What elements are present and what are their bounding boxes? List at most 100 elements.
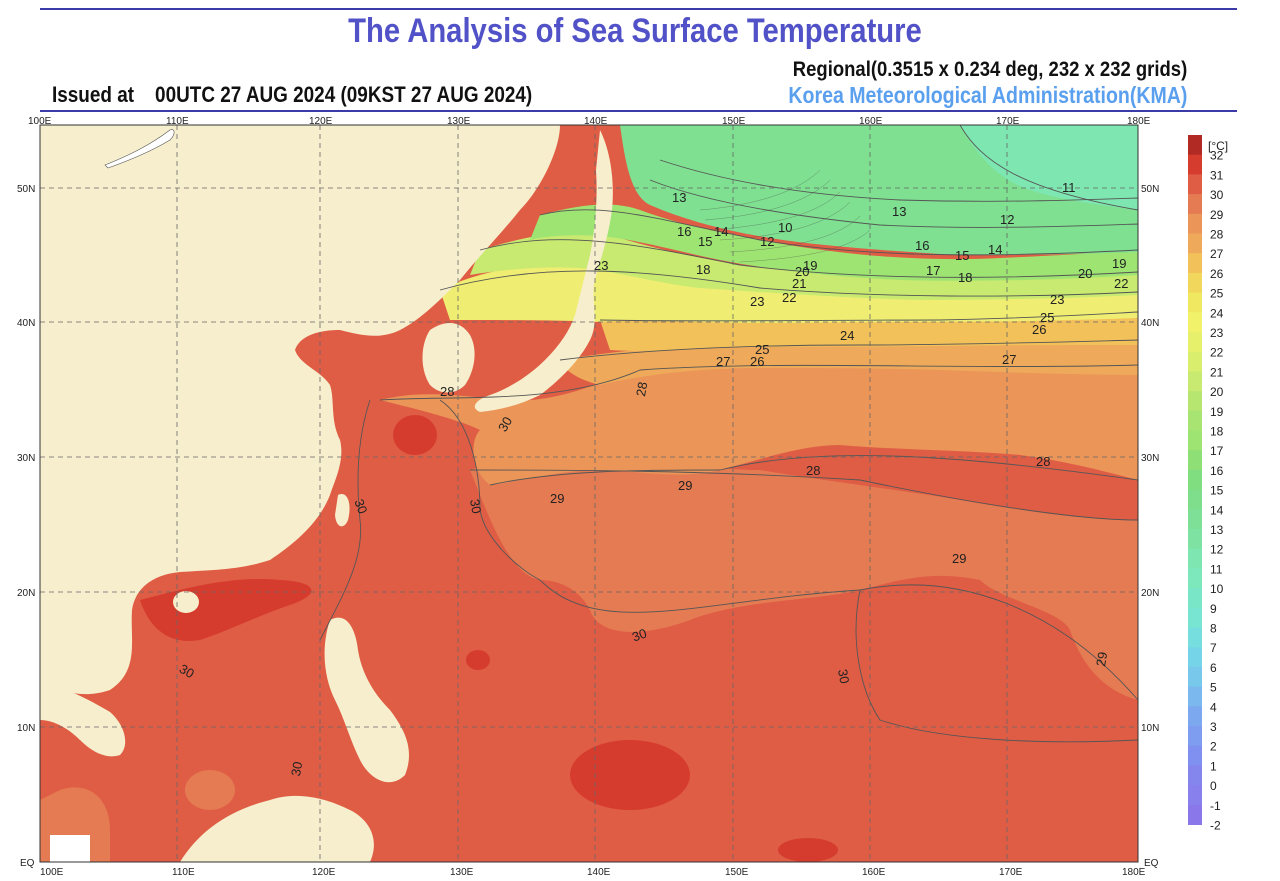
contour-label: 14 xyxy=(714,224,728,239)
legend-tick-label: 21 xyxy=(1210,365,1224,379)
lon-label: 140E xyxy=(584,116,608,127)
contour-label-group: 13 13 12 11 16 15 14 12 10 16 15 14 23 1… xyxy=(177,180,1129,777)
contour-label: 30 xyxy=(835,668,852,685)
legend-swatch xyxy=(1188,765,1202,786)
chart-title: The Analysis of Sea Surface Temperature xyxy=(348,12,922,50)
legend-swatch xyxy=(1188,469,1202,491)
header-top-rule xyxy=(40,8,1237,10)
legend-tick-label: 4 xyxy=(1210,700,1217,714)
grid-resolution-text: Regional(0.3515 x 0.234 deg, 232 x 232 g… xyxy=(792,58,1187,81)
contour-label: 22 xyxy=(1114,276,1128,291)
lat-label: 50N xyxy=(17,184,35,195)
legend-tick-label: 10 xyxy=(1210,582,1224,596)
lon-label: 150E xyxy=(725,867,749,878)
lon-label: 120E xyxy=(309,116,333,127)
lat-label: 30N xyxy=(1141,453,1159,464)
land-hainan xyxy=(173,591,199,613)
contour-label: 28 xyxy=(440,384,454,399)
legend-tick-label: 1 xyxy=(1210,759,1217,773)
contour-label: 28 xyxy=(1036,454,1050,469)
legend-tick-label: 0 xyxy=(1210,779,1217,793)
legend-swatch xyxy=(1188,548,1202,569)
contour-label: 18 xyxy=(696,262,710,277)
sea-20-region xyxy=(470,231,1138,300)
legend-swatch xyxy=(1188,647,1202,668)
legend-tick-label: 17 xyxy=(1210,444,1224,458)
contour-label: 26 xyxy=(1032,322,1046,337)
land-taiwan xyxy=(335,494,350,527)
contour-label: 22 xyxy=(782,290,796,305)
legend-unit: [°C] xyxy=(1208,139,1228,153)
lon-label: 130E xyxy=(447,116,471,127)
legend-tick-label: 18 xyxy=(1210,425,1224,439)
lon-label: 110E xyxy=(166,116,189,127)
legend-tick-label: -1 xyxy=(1210,799,1221,813)
legend-tick-label: 12 xyxy=(1210,543,1224,557)
legend-swatch xyxy=(1188,430,1202,451)
contour-label: 24 xyxy=(840,328,854,343)
legend-swatch xyxy=(1188,194,1202,215)
sea-27-region xyxy=(560,340,1138,385)
contour-label: 30 xyxy=(467,498,484,515)
contour-label: 29 xyxy=(1093,651,1110,668)
lat-axis-left: 50N 40N 30N 20N 10N EQ xyxy=(17,184,35,869)
legend-swatch xyxy=(1188,371,1202,392)
legend-tick-label: 11 xyxy=(1210,562,1223,576)
contour-label: 11 xyxy=(1062,180,1076,195)
legend-tick-label: 23 xyxy=(1210,326,1224,340)
lon-label: 100E xyxy=(40,867,64,878)
legend-tick-label: 32 xyxy=(1210,149,1224,163)
lat-label: 30N xyxy=(17,453,35,464)
contour-label: 26 xyxy=(750,354,764,369)
contour-label: 12 xyxy=(1000,212,1014,227)
lat-lon-grid xyxy=(40,125,1138,862)
legend-tick-label: 6 xyxy=(1210,661,1217,675)
legend-swatch xyxy=(1188,745,1202,766)
legend-swatch xyxy=(1188,272,1202,294)
legend-tick-label: 7 xyxy=(1210,641,1217,655)
contour-label: 23 xyxy=(594,258,608,273)
contour-label: 16 xyxy=(677,224,691,239)
contour-label: 23 xyxy=(1050,292,1064,307)
legend-tick-label: 22 xyxy=(1210,346,1224,360)
lake-baikal xyxy=(104,129,175,169)
contour-label: 15 xyxy=(698,234,712,249)
land-korea xyxy=(422,323,475,393)
lon-label: 180E xyxy=(1127,116,1151,127)
land-asia-mainland xyxy=(40,125,560,695)
contour-lines-dense xyxy=(699,169,871,263)
legend-swatch xyxy=(1188,174,1202,195)
contour-label: 23 xyxy=(750,294,764,309)
legend-tick-label: 20 xyxy=(1210,385,1224,399)
lon-label: 160E xyxy=(859,116,883,127)
lat-label: 50N xyxy=(1141,184,1159,195)
contour-label: 16 xyxy=(915,238,929,253)
contour-label: 30 xyxy=(288,760,305,777)
sea-11-region xyxy=(960,125,1138,210)
legend-swatch xyxy=(1188,509,1202,530)
lon-label: 130E xyxy=(450,867,474,878)
contour-label: 30 xyxy=(495,414,515,434)
legend-swatch xyxy=(1188,489,1202,510)
legend-tick-label: 30 xyxy=(1210,188,1224,202)
legend-swatch xyxy=(1188,686,1202,707)
lon-label: 180E xyxy=(1122,867,1146,878)
legend-tick-label: 5 xyxy=(1210,681,1217,695)
contour-label: 14 xyxy=(988,242,1002,257)
contour-label: 29 xyxy=(550,491,564,506)
lon-axis-bottom: 100E 110E 120E 130E 140E 150E 160E 170E … xyxy=(40,867,1146,878)
legend-tick-label: -2 xyxy=(1210,819,1221,833)
contour-label: 28 xyxy=(806,463,820,478)
contour-label: 21 xyxy=(792,276,806,291)
contour-label: 25 xyxy=(1040,310,1054,325)
contour-label: 30 xyxy=(177,661,197,681)
lon-label: 160E xyxy=(862,867,886,878)
header-bottom-rule xyxy=(40,110,1237,112)
land-philippines xyxy=(324,617,410,783)
legend-swatch xyxy=(1188,529,1202,550)
lat-label: 40N xyxy=(1141,318,1159,329)
legend-tick-label: 24 xyxy=(1210,306,1224,320)
legend-swatch xyxy=(1188,726,1202,747)
contour-label: 15 xyxy=(955,248,969,263)
